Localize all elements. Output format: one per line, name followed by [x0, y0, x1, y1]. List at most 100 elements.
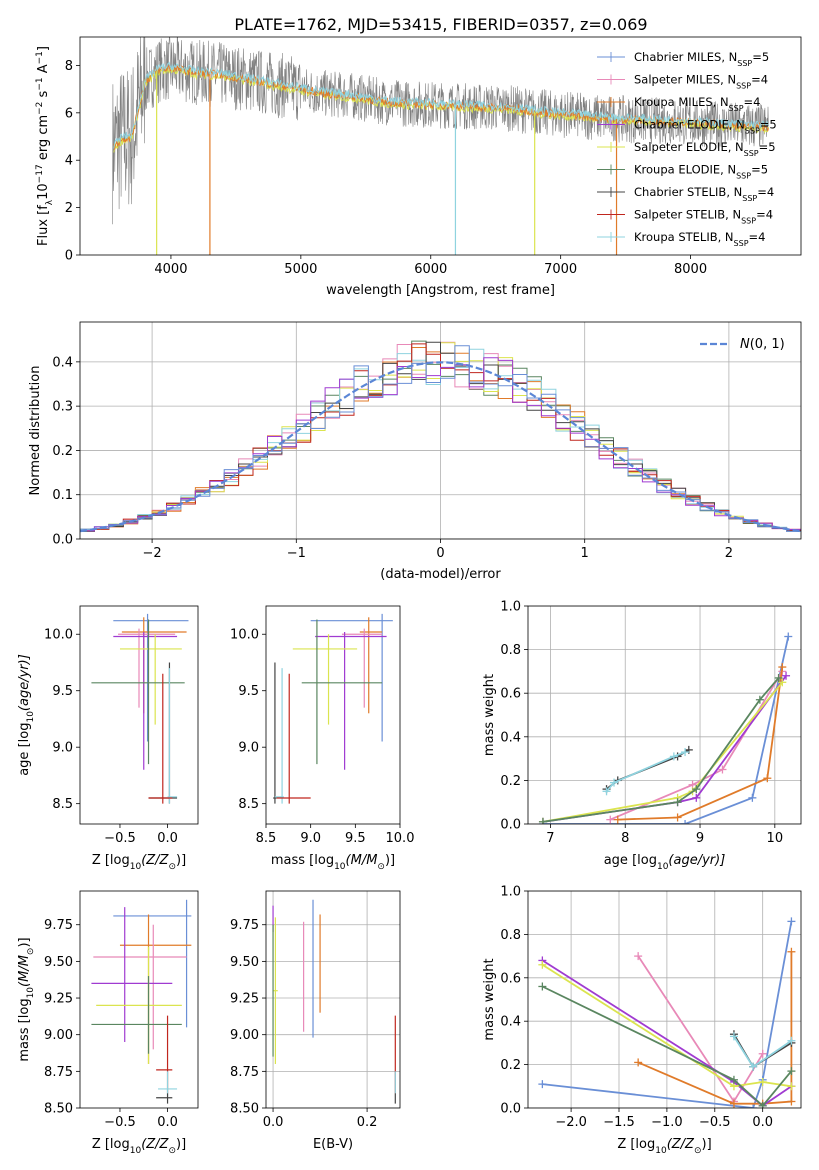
y-tick-label: 0.3 — [52, 400, 73, 415]
series-line — [541, 964, 792, 1088]
legend-sub: SSP — [742, 194, 757, 203]
label-part: −1 — [35, 51, 45, 64]
legend-text: Chabrier STELIB, N — [634, 185, 742, 199]
x-tick-label: 8 — [621, 831, 629, 846]
x-tick-label: 8000 — [674, 262, 707, 277]
y-tick-label: 9.25 — [44, 992, 73, 1007]
x-tick-label: 0.0 — [157, 1115, 178, 1130]
legend-entry: Salpeter ELODIE, NSSP=5 — [634, 140, 776, 158]
y-tick-label: 0.4 — [52, 355, 73, 370]
x-tick-label: 0.0 — [157, 831, 178, 846]
legend-entry: Chabrier STELIB, NSSP=4 — [634, 185, 774, 203]
y-tick-label: 9.5 — [52, 684, 73, 699]
axes-frame — [527, 605, 802, 825]
y-tick-label: 8.50 — [44, 1102, 73, 1117]
axes-frame — [79, 36, 802, 256]
y-tick-label: 9.50 — [44, 955, 73, 970]
y-tick-label: 9.0 — [52, 741, 73, 756]
legend-sub: SSP — [729, 104, 744, 113]
x-tick-label: 1 — [581, 546, 589, 561]
y-tick-label: 9.00 — [44, 1028, 73, 1043]
y-tick-label: 9.75 — [230, 918, 259, 933]
y-tick-label: 0.6 — [500, 687, 521, 702]
x-tick-label: −0.5 — [104, 831, 136, 846]
label-part: 10 — [655, 1146, 667, 1156]
label-part: )] — [176, 1137, 186, 1152]
legend-text: Salpeter MILES, N — [634, 73, 736, 87]
residual-histogram — [80, 345, 801, 532]
legend-text: Salpeter ELODIE, N — [634, 140, 744, 154]
observed-spectrum — [112, 37, 769, 225]
model-spectrum — [113, 64, 769, 150]
gaussian-curve — [80, 361, 801, 533]
plot-area — [91, 899, 192, 1104]
y-tick-label: 2 — [65, 201, 73, 216]
y-tick-label: 0.8 — [500, 643, 521, 658]
x-tick-label: −0.5 — [699, 1115, 731, 1130]
x-tick-label: −1 — [287, 546, 306, 561]
y-tick-label: 8.50 — [230, 1102, 259, 1117]
y-tick-label: 9.0 — [238, 741, 259, 756]
x-axis-label: mass [log10(M/M⊙)] — [271, 853, 395, 872]
legend-text: Kroupa STELIB, N — [634, 230, 734, 244]
y-tick-label: 9.00 — [230, 1028, 259, 1043]
plot-area — [528, 606, 801, 824]
x-tick-label: −1.5 — [603, 1115, 635, 1130]
y-tick-label: 9.5 — [238, 684, 259, 699]
label-part: Flux [f — [36, 205, 51, 246]
x-tick-label: 6000 — [414, 262, 447, 277]
plot-area — [112, 37, 769, 255]
y-tick-label: 0.4 — [500, 730, 521, 745]
x-tick-label: 0.2 — [357, 1115, 378, 1130]
series-line — [542, 921, 793, 1108]
label-part: −1 — [35, 77, 45, 90]
label-part: ] — [36, 46, 51, 51]
legend-tail: =4 — [757, 185, 774, 199]
x-axis-label: age [log10(age/yr)] — [604, 853, 726, 872]
x-tick-label: 5000 — [284, 262, 317, 277]
label-part: A — [36, 64, 51, 77]
label-part: 10 — [334, 862, 346, 872]
y-tick-label: 10.0 — [44, 628, 73, 643]
axes-frame — [265, 890, 401, 1109]
label-part: age [log — [604, 853, 657, 868]
label-part: −17 — [35, 164, 45, 183]
legend-text: Kroupa MILES, N — [634, 95, 729, 109]
series-line — [605, 751, 686, 792]
label-part: 10 — [36, 183, 51, 200]
figure-title: PLATE=1762, MJD=53415, FIBERID=0357, z=0… — [234, 15, 647, 34]
legend-tail: =4 — [744, 95, 761, 109]
series-line — [542, 681, 783, 823]
x-tick-label: 0.0 — [263, 1115, 284, 1130]
legend-tail: =4 — [749, 230, 766, 244]
label-part: 10 — [26, 711, 36, 723]
label-part: ⊙ — [168, 1146, 176, 1156]
y-tick-label: 0.0 — [500, 1102, 521, 1117]
y-axis-label: age [log10(age/yr)] — [17, 654, 36, 776]
y-tick-label: 1.0 — [500, 885, 521, 900]
label-part: (Z/Z — [141, 853, 169, 868]
series-line — [617, 666, 784, 821]
legend-sub: SSP — [736, 171, 751, 180]
y-tick-label: 8.5 — [52, 797, 73, 812]
legend-tail: =5 — [752, 50, 769, 64]
x-tick-label: −2.0 — [555, 1115, 587, 1130]
label-part: 10 — [26, 987, 36, 999]
label-part: Z [log — [92, 1137, 130, 1152]
axes-frame — [79, 605, 199, 825]
axes-4: 8.5 9.0 9.5 10.0 8.5 9.0 9.5 10.0 mass [log10(M/… — [230, 605, 414, 872]
axes-6: −0.5 0.08.508.759.009.259.509.75Z [log10(… — [17, 890, 199, 1156]
x-tick-label: −2 — [143, 546, 162, 561]
x-axis-label: wavelength [Angstrom, rest frame] — [326, 283, 555, 298]
y-tick-label: 0.4 — [500, 1015, 521, 1030]
series-line — [543, 636, 790, 824]
label-part: λ — [45, 199, 55, 205]
legend-sub: SSP — [744, 149, 759, 158]
label-part: ⊙ — [694, 1146, 702, 1156]
legend-entry: N(0, 1) — [740, 337, 785, 352]
x-tick-label: 0.0 — [752, 1115, 773, 1130]
y-axis-label: mass weight — [482, 674, 497, 756]
